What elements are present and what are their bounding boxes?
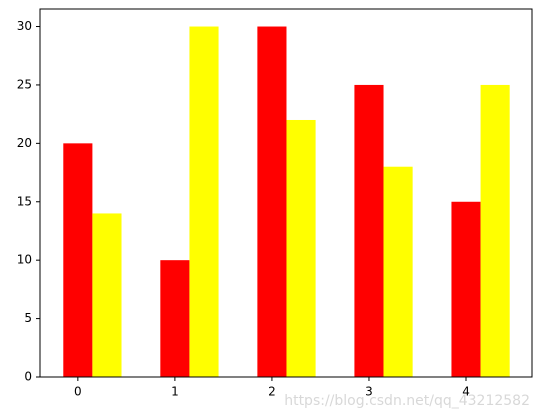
bar: [480, 84, 510, 377]
y-tick-label: 5: [24, 311, 32, 325]
bar: [63, 143, 93, 377]
x-tick-label: 0: [74, 385, 82, 399]
bar: [354, 84, 384, 377]
y-tick-label: 10: [17, 253, 32, 267]
y-tick-label: 30: [17, 19, 32, 33]
plot-frame: [39, 8, 533, 378]
y-tick-label: 20: [17, 136, 32, 150]
bar: [286, 119, 316, 377]
x-tick-label: 4: [462, 385, 470, 399]
y-tick-label: 25: [17, 77, 32, 91]
y-tick-label: 0: [24, 370, 32, 384]
bar: [160, 260, 190, 377]
x-tick-label: 3: [365, 385, 373, 399]
bar: [451, 201, 481, 377]
x-tick-label: 1: [171, 385, 179, 399]
watermark: https://blog.csdn.net/qq_43212582: [284, 393, 530, 409]
x-tick-label: 2: [268, 385, 276, 399]
bar: [189, 26, 219, 378]
bar: [257, 26, 287, 378]
bar: [383, 166, 413, 377]
y-tick-label: 15: [17, 194, 32, 208]
bar: [92, 213, 122, 377]
